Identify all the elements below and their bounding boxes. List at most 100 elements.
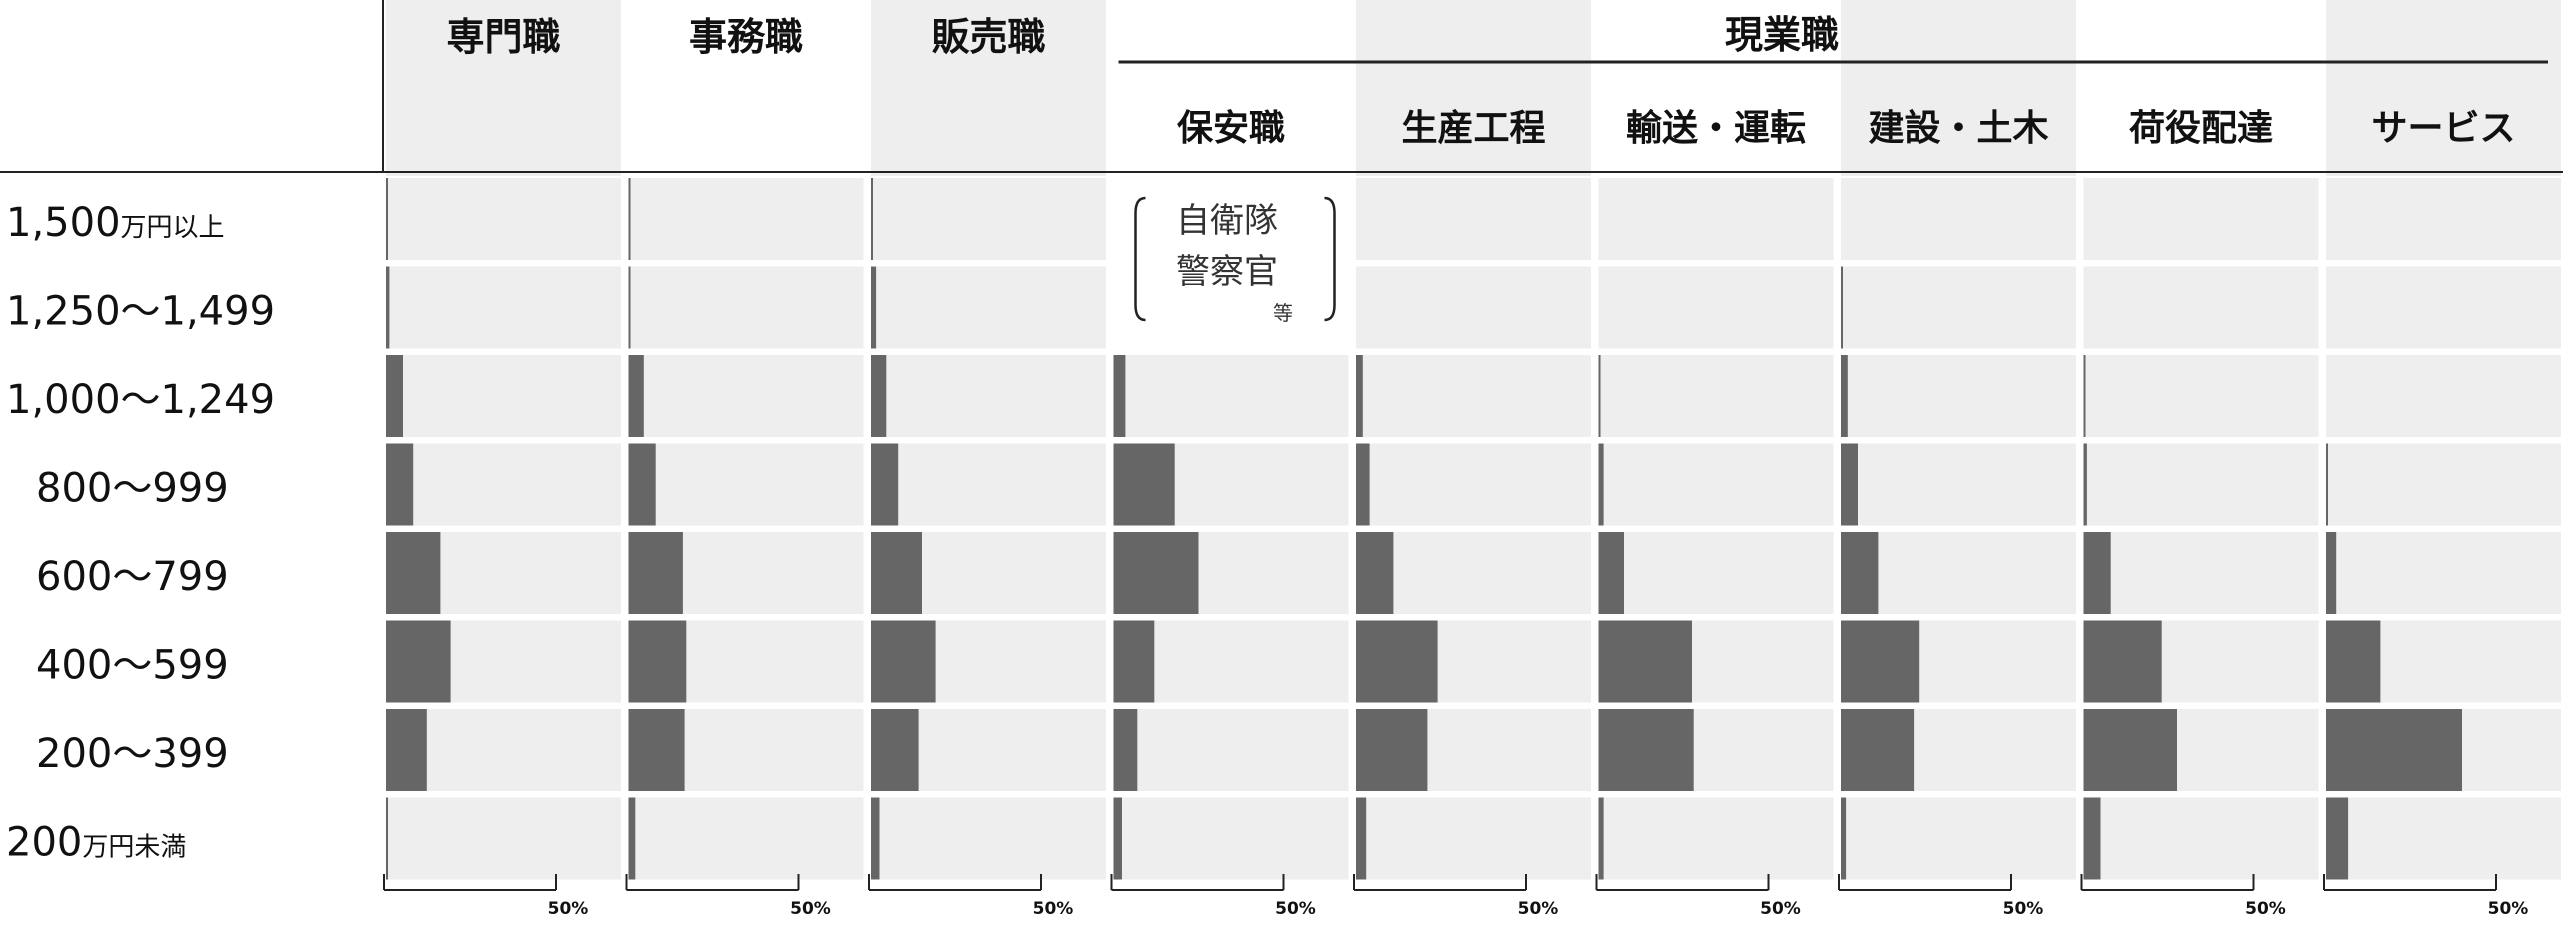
annotation-line: 自衛隊 <box>1176 201 1278 241</box>
bar <box>1113 620 1155 703</box>
tick-label: 50% <box>2488 899 2529 919</box>
panel-cell <box>1598 532 1834 614</box>
series-label: 建設・土木 <box>1868 108 2048 149</box>
panel-cell <box>2326 266 2561 349</box>
panel-cell <box>2326 797 2561 880</box>
bar <box>1841 266 1843 349</box>
row-label-main: 400～599 <box>36 643 229 689</box>
row-label: 1,000～1,249 <box>6 377 275 423</box>
panel-cell <box>871 797 1106 880</box>
bar <box>628 532 683 614</box>
row-label: 400～599 <box>36 643 229 689</box>
panel-cell <box>1356 355 1591 437</box>
panel-cell <box>386 797 621 880</box>
bar <box>1113 709 1138 791</box>
bar <box>2326 443 2328 526</box>
bar <box>871 709 919 791</box>
bar <box>871 797 880 880</box>
panel-cell <box>1356 178 1591 260</box>
bar <box>871 620 936 703</box>
bar <box>386 532 441 614</box>
tick-label: 50% <box>1518 899 1559 919</box>
tick-label: 50% <box>1760 899 1801 919</box>
bar <box>871 443 899 526</box>
bar <box>1598 620 1692 703</box>
row-label-main: 1,000～1,249 <box>6 377 275 423</box>
panel-cell <box>1113 355 1349 437</box>
series-label: 輸送・運転 <box>1626 108 1806 149</box>
bracket-right <box>1324 196 1336 322</box>
row-label: 200～399 <box>36 731 229 777</box>
bar <box>1113 443 1175 526</box>
bar <box>2083 355 2086 437</box>
tick-label: 50% <box>2245 899 2286 919</box>
panel-cell <box>871 266 1106 349</box>
panel-cell <box>628 266 864 349</box>
bar <box>1598 532 1624 614</box>
panel-cell <box>871 443 1106 526</box>
annotation-bg <box>1111 176 1351 355</box>
panel-cell <box>1598 178 1834 260</box>
panel-cell <box>628 797 864 880</box>
series-label: 販売職 <box>931 15 1045 59</box>
panel-cell <box>1841 355 2076 437</box>
bars-layer <box>386 178 2462 880</box>
row-label: 1,500万円以上 <box>6 200 225 246</box>
panel-cell <box>1356 266 1591 349</box>
bar <box>386 620 451 703</box>
bar <box>1356 355 1363 437</box>
panel-cell <box>2083 355 2319 437</box>
tick-label: 50% <box>1275 899 1316 919</box>
panel-cell <box>871 178 1106 260</box>
panel-cell <box>2326 532 2561 614</box>
bar <box>628 266 631 349</box>
bar <box>2083 532 2111 614</box>
panel-cell <box>2083 532 2319 614</box>
row-label-main: 1,250～1,499 <box>6 289 275 335</box>
bar <box>1356 709 1428 791</box>
panel-cell <box>2326 355 2561 437</box>
series-label: 保安職 <box>1177 108 1285 149</box>
panel-cell <box>1841 266 2076 349</box>
bar <box>628 797 636 880</box>
row-label: 1,250～1,499 <box>6 289 275 335</box>
panel-cell <box>386 355 621 437</box>
row-label: 200万円未満 <box>6 820 186 866</box>
panel-cell <box>1598 443 1834 526</box>
panel-header-bg <box>1841 0 2076 56</box>
series-label: 荷役配達 <box>2129 108 2273 149</box>
panel-cell <box>628 443 864 526</box>
bar <box>2326 709 2462 791</box>
row-label-main: 200 <box>6 820 82 866</box>
series-label: サービス <box>2371 108 2515 149</box>
bar <box>1841 355 1848 437</box>
bar <box>1598 443 1604 526</box>
bar <box>1356 443 1370 526</box>
bar <box>1841 709 1915 791</box>
bar <box>1841 532 1879 614</box>
bar <box>1113 532 1199 614</box>
annotation-small: 等 <box>1273 301 1293 325</box>
panel-cell <box>386 178 621 260</box>
bar <box>386 266 390 349</box>
bar <box>386 178 388 260</box>
panel-cell <box>1598 266 1834 349</box>
panel-header-bg <box>871 0 1106 176</box>
row-label-suffix: 万円未満 <box>82 833 186 863</box>
panel-cell <box>2083 797 2319 880</box>
bar <box>628 620 687 703</box>
row-label-main: 1,500 <box>6 200 121 246</box>
bracket-left <box>1134 196 1146 322</box>
bar <box>2083 709 2177 791</box>
bar <box>628 355 644 437</box>
bar <box>1356 620 1438 703</box>
bar <box>871 178 873 260</box>
panel-cell <box>2083 266 2319 349</box>
bar <box>1841 797 1847 880</box>
bar <box>1113 355 1126 437</box>
tick-label: 50% <box>548 899 589 919</box>
panel-cell <box>1356 797 1591 880</box>
series-label: 生産工程 <box>1401 108 1545 149</box>
